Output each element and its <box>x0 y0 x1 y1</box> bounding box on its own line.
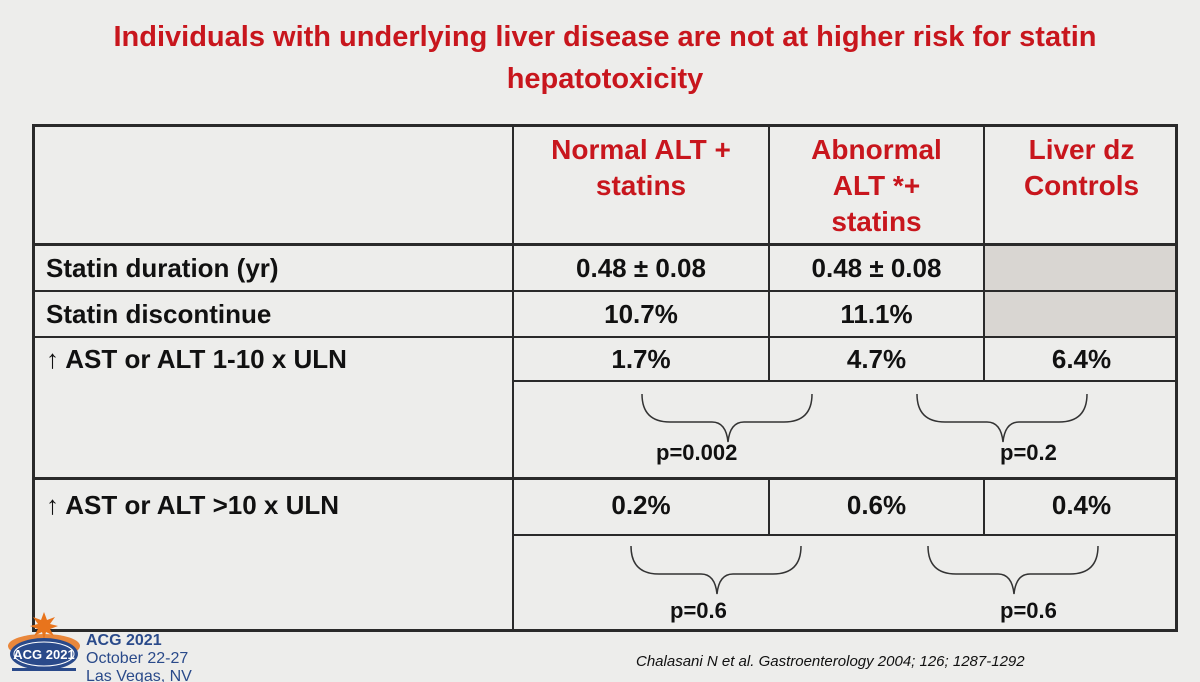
pvalue-over-10-left: p=0.6 <box>670 598 727 623</box>
cell-over-10-normal: 0.2% <box>611 490 671 520</box>
brace-over-10-right <box>927 545 1099 595</box>
header-abnormal-alt: Abnormal ALT *+ statins <box>811 134 942 237</box>
col-divider-2a <box>768 124 770 381</box>
cell-discontinue-normal: 10.7% <box>604 299 678 329</box>
brace-over-10-left <box>630 545 802 595</box>
row-divider-3a <box>512 380 1178 382</box>
shaded-cell-duration-controls <box>985 246 1176 290</box>
row-divider-2 <box>32 336 1178 338</box>
slide-title: Individuals with underlying liver diseas… <box>113 21 1097 95</box>
pvalue-1-10-right: p=0.2 <box>1000 440 1057 465</box>
row-label-ast-alt-over-10: ↑ AST or ALT >10 x ULN <box>46 490 340 520</box>
cell-1-10-controls: 6.4% <box>1051 344 1112 374</box>
col-divider-3a <box>983 124 985 381</box>
svg-text:ACG 2021: ACG 2021 <box>13 647 74 662</box>
row-label-duration: Statin duration (yr) <box>46 253 279 283</box>
cell-over-10-controls: 0.4% <box>1051 490 1112 520</box>
pvalue-1-10-left: p=0.002 <box>656 440 738 465</box>
row-label-ast-alt-1-10: ↑ AST or ALT 1-10 x ULN <box>46 344 347 374</box>
header-divider <box>32 243 1178 246</box>
table-border-bottom <box>32 629 1178 632</box>
citation: Chalasani N et al. Gastroenterology 2004… <box>636 653 1025 670</box>
shaded-cell-discontinue-controls <box>985 292 1176 336</box>
col-divider-1 <box>512 124 514 632</box>
row-divider-1 <box>32 290 1178 292</box>
cell-1-10-normal: 1.7% <box>611 344 671 374</box>
acg-logo: ACG 2021 <box>8 612 80 671</box>
table-border-right <box>1175 124 1178 632</box>
event-name: ACG 2021 <box>86 632 162 649</box>
cell-duration-normal: 0.48 ± 0.08 <box>576 253 706 283</box>
event-info: ACG 2021 October 22-27 Las Vegas, NV <box>86 632 192 682</box>
cell-over-10-abnormal: 0.6% <box>846 490 907 520</box>
pvalue-over-10-right: p=0.6 <box>1000 598 1057 623</box>
col-divider-2b <box>768 477 770 535</box>
event-dates: October 22-27 <box>86 650 189 667</box>
col-divider-3b <box>983 477 985 535</box>
data-table: Normal ALT + statins Abnormal ALT *+ sta… <box>32 124 1178 632</box>
cell-1-10-abnormal: 4.7% <box>846 344 907 374</box>
cell-discontinue-abnormal: 11.1% <box>840 299 913 329</box>
row-divider-4 <box>32 477 1178 480</box>
row-label-discontinue: Statin discontinue <box>46 299 272 329</box>
header-liver-controls: Liver dz Controls <box>1023 134 1140 201</box>
brace-1-10-left <box>641 393 813 443</box>
header-normal-alt: Normal ALT + statins <box>551 134 731 201</box>
cell-duration-abnormal: 0.48 ± 0.08 <box>811 253 942 283</box>
table-border-top <box>32 124 1178 127</box>
row-divider-4a <box>512 534 1178 536</box>
brace-1-10-right <box>916 393 1088 443</box>
event-location: Las Vegas, NV <box>86 668 192 682</box>
table-border-left <box>32 124 35 632</box>
